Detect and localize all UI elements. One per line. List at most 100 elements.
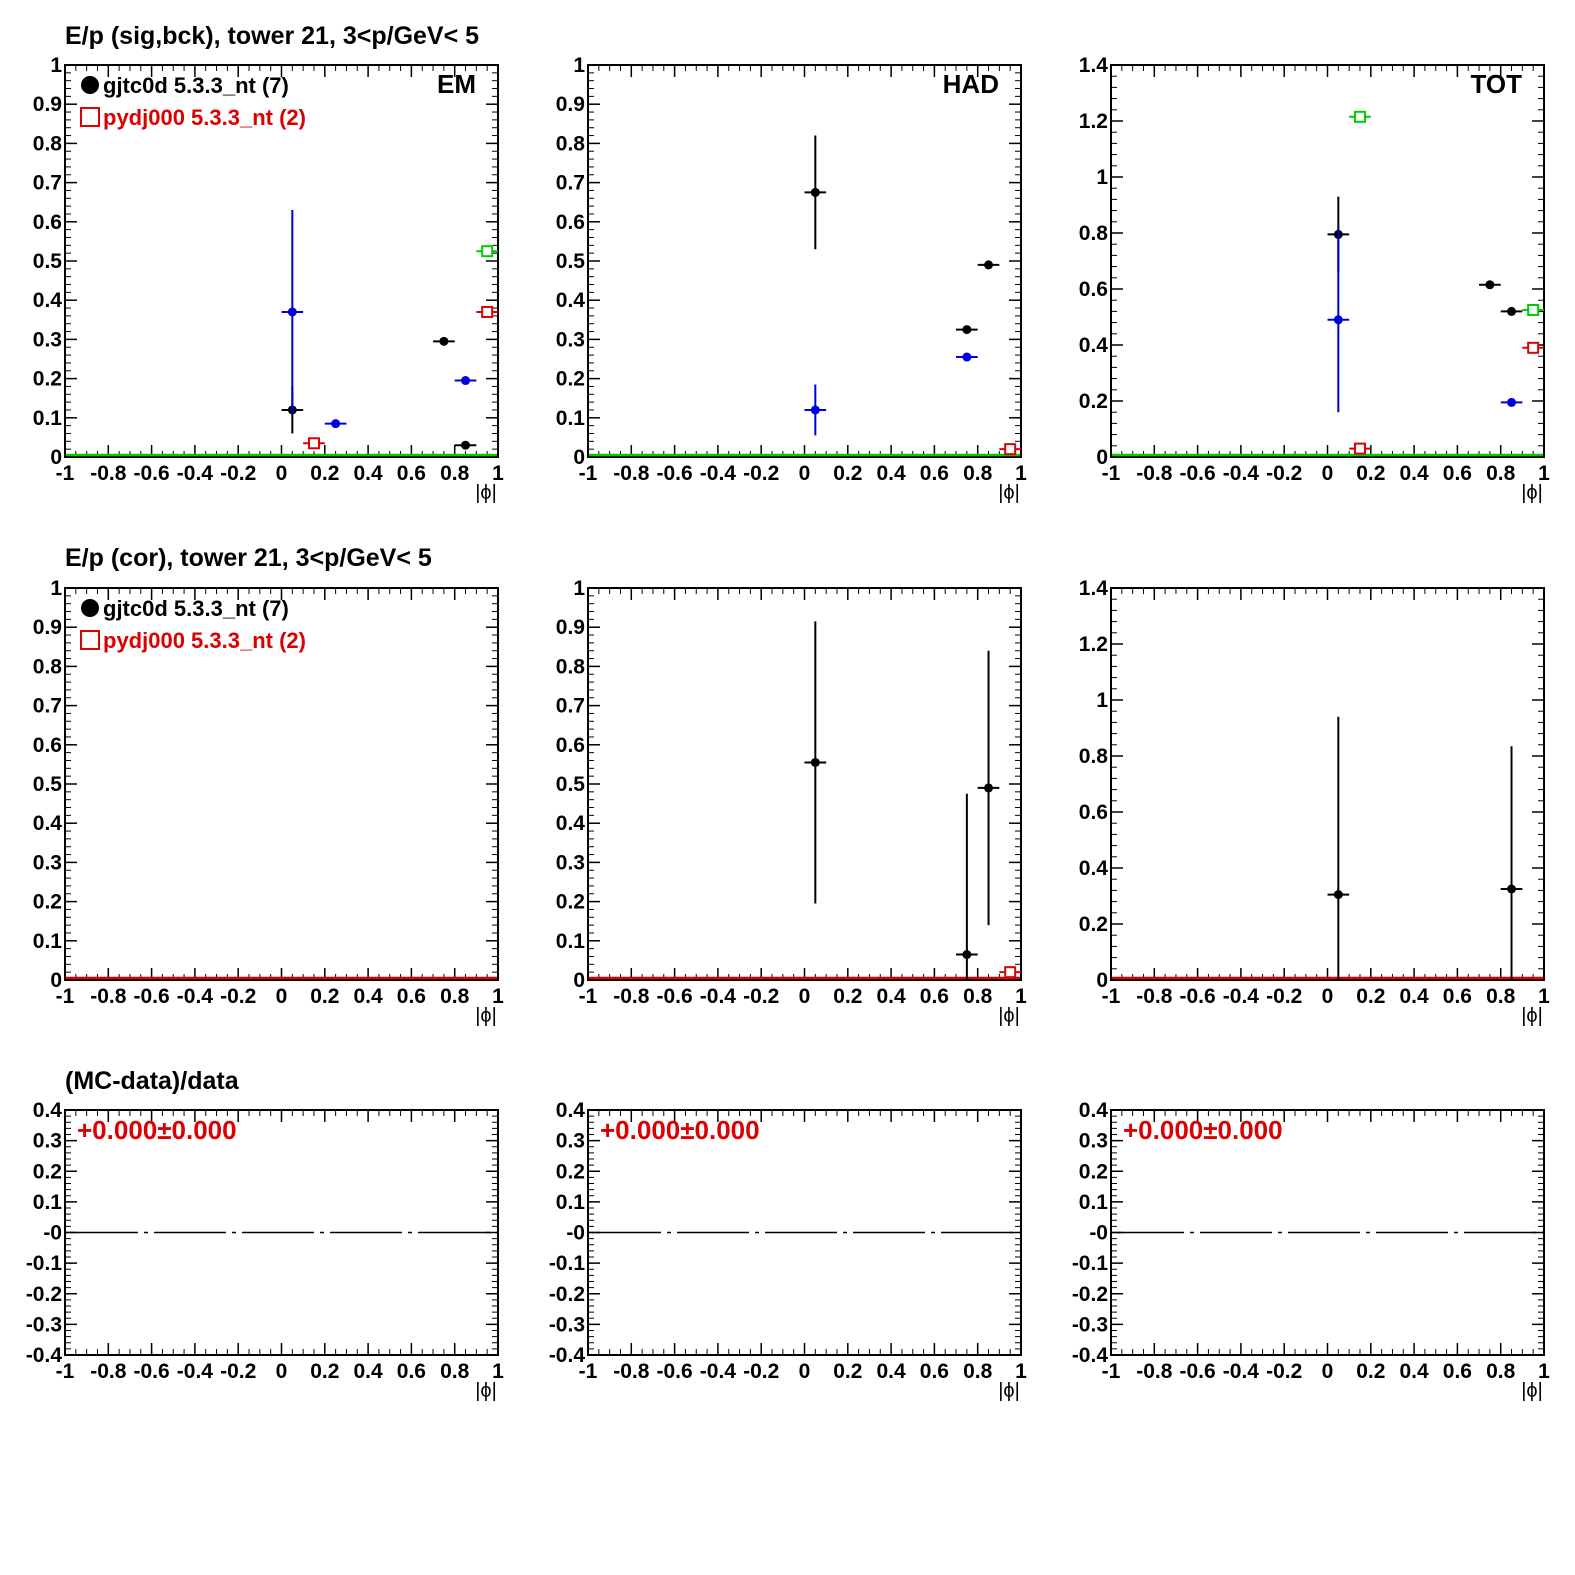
x-axis-label: |ϕ| <box>1521 1380 1543 1402</box>
point-marker <box>1527 341 1540 354</box>
y-tick-label: -0.2 <box>1072 1283 1108 1306</box>
data-point <box>1327 716 1350 980</box>
y-tick-label: 0.3 <box>556 328 585 351</box>
series-2 <box>1349 341 1544 455</box>
x-tick-label: 0.2 <box>310 985 339 1008</box>
y-tick-label: 0.9 <box>33 93 62 116</box>
panel-sig-tot: -1 -0.8 -0.6 -0.4 -0.2 0 0.2 0.4 0.6 0.8 1 0 0.2 0.4 0… <box>1079 54 1550 504</box>
x-tick-label: 0.4 <box>1399 985 1429 1008</box>
data-point <box>1349 442 1371 455</box>
y-tick-label: 0.9 <box>33 616 62 639</box>
x-tick-label: -0.6 <box>1180 985 1216 1008</box>
x-axis-label: |ϕ| <box>998 1005 1020 1027</box>
data-point <box>1500 397 1523 407</box>
point-marker <box>1507 884 1517 894</box>
x-tick-label: -0.8 <box>613 985 650 1008</box>
y-tick-label: -0 <box>43 1222 62 1245</box>
data-point <box>1500 306 1523 316</box>
x-axis-label: |ϕ| <box>475 1380 497 1402</box>
panel-label: HAD <box>943 69 999 99</box>
y-tick-label: 0.4 <box>1079 1099 1109 1122</box>
data-point <box>1479 280 1501 290</box>
series-2 <box>303 305 498 450</box>
x-axis-label: |ϕ| <box>475 1005 497 1027</box>
x-tick-label: 0.4 <box>876 462 906 485</box>
x-tick-label: 0 <box>276 985 288 1008</box>
x-tick-label: -0.6 <box>657 462 693 485</box>
data-point <box>999 443 1021 456</box>
y-tick-label: -0.2 <box>26 1283 62 1306</box>
y-tick-label: 1 <box>1096 689 1108 712</box>
data-point <box>476 245 498 258</box>
point-marker <box>287 307 297 317</box>
x-tick-label: 0 <box>276 1360 288 1383</box>
x-tick-label: -1 <box>1102 1360 1121 1383</box>
x-tick-label: 1 <box>1015 462 1027 485</box>
point-marker <box>1333 315 1343 325</box>
y-tick-label: 1 <box>573 54 585 77</box>
point-marker <box>481 305 494 318</box>
data-point <box>476 305 498 318</box>
plot-frame <box>1110 64 1545 458</box>
data-point <box>1500 746 1523 980</box>
x-tick-label: 0 <box>799 462 811 485</box>
y-tick-label: 0.1 <box>33 407 63 430</box>
x-tick-label: -0.8 <box>613 1360 650 1383</box>
panels: -1 -0.8 -0.6 -0.4 -0.2 0 0.2 0.4 0.6 0.8 1 0 0.1 0.2 0… <box>26 54 1550 1402</box>
data-point <box>977 260 1000 270</box>
point-marker <box>1507 306 1517 316</box>
data-point <box>1327 227 1350 413</box>
panel-cor-tot: -1 -0.8 -0.6 -0.4 -0.2 0 0.2 0.4 0.6 0.8 1 0 0.2 0.4 0… <box>1079 577 1550 1027</box>
x-tick-label: 0.8 <box>440 462 470 485</box>
y-tick-label: -0.3 <box>549 1313 585 1336</box>
series-2 <box>999 443 1021 456</box>
y-tick-label: 0.7 <box>556 172 585 195</box>
x-axis-label: |ϕ| <box>998 482 1020 504</box>
x-tick-label: 1 <box>492 1360 504 1383</box>
y-tick-label: 0.8 <box>1079 745 1109 768</box>
data-point <box>956 352 978 362</box>
x-tick-label: -0.2 <box>220 462 256 485</box>
y-tick-label: 0 <box>573 446 585 469</box>
x-tick-label: -0.8 <box>90 462 127 485</box>
point-marker <box>962 950 972 960</box>
x-tick-label: -0.4 <box>1223 462 1260 485</box>
x-tick-label: -0.6 <box>134 985 170 1008</box>
panel-cor-em: -1 -0.8 -0.6 -0.4 -0.2 0 0.2 0.4 0.6 0.8 1 0 0.1 0.2 0… <box>33 577 504 1027</box>
y-tick-label: 0 <box>50 969 62 992</box>
x-tick-label: 0.6 <box>1443 462 1472 485</box>
x-tick-label: 0.2 <box>1356 1360 1385 1383</box>
x-tick-label: -0.6 <box>657 1360 693 1383</box>
y-tick-label: 0.2 <box>556 368 585 391</box>
x-tick-label: -0.2 <box>1266 462 1302 485</box>
series-0 <box>804 135 1000 335</box>
y-tick-label: 0.4 <box>1079 334 1109 357</box>
legend-label: pydj000 5.3.3_nt (2) <box>103 105 306 130</box>
x-tick-label: 0 <box>799 1360 811 1383</box>
x-tick-label: -0.6 <box>134 462 170 485</box>
data-point <box>956 793 978 980</box>
x-axis-label: |ϕ| <box>1521 482 1543 504</box>
x-axis-label: |ϕ| <box>1521 1005 1543 1027</box>
y-tick-label: 0.8 <box>1079 222 1109 245</box>
y-tick-label: 0.3 <box>556 1130 585 1153</box>
series-1 <box>804 352 978 436</box>
y-tick-label: 0.1 <box>33 930 63 953</box>
x-tick-label: 0.6 <box>1443 985 1472 1008</box>
x-tick-label: 0.4 <box>876 1360 906 1383</box>
point-marker <box>984 783 994 793</box>
y-tick-label: 0.1 <box>556 1191 586 1214</box>
panel-label: TOT <box>1470 69 1522 99</box>
y-tick-label: 0.8 <box>33 655 63 678</box>
x-tick-label: 0.2 <box>1356 462 1385 485</box>
legend-marker <box>80 630 100 650</box>
y-tick-label: 1.2 <box>1079 633 1108 656</box>
series-0 <box>804 621 1000 980</box>
series-0 <box>1327 716 1523 980</box>
x-tick-label: 0.6 <box>397 985 426 1008</box>
y-tick-label: 0.9 <box>556 616 585 639</box>
data-point <box>454 376 477 386</box>
y-tick-label: 0.4 <box>33 1099 63 1122</box>
row-title-cor: E/p (cor), tower 21, 3<p/GeV< 5 <box>65 544 432 572</box>
y-tick-label: 0.6 <box>556 734 585 757</box>
